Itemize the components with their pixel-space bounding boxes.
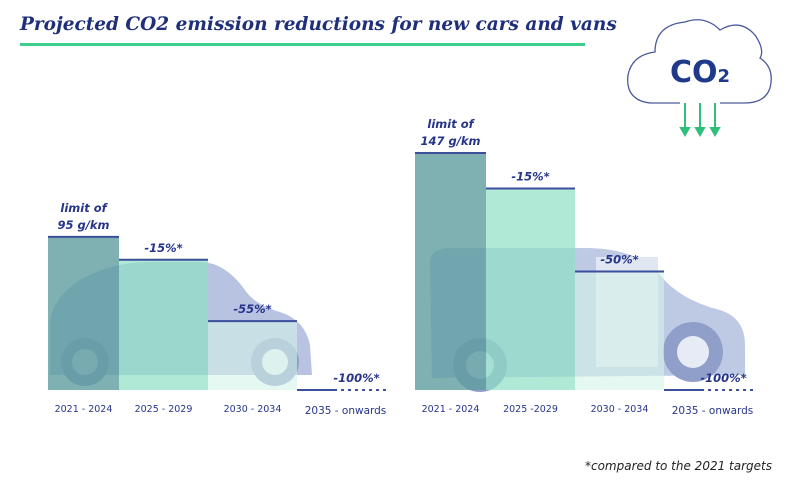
cars-bar-1 — [119, 259, 208, 390]
vans-category-label-3: 2035 - onwards — [672, 405, 754, 417]
cloud-text: CO — [670, 55, 718, 90]
cars-annotation-1: -15%* — [144, 241, 182, 255]
svg-text:CO2: CO2 — [670, 55, 730, 90]
cars-category-label-2: 2030 - 2034 — [224, 404, 282, 415]
cars-annotation-0: limit of — [60, 201, 108, 215]
cars-annotation-2: -55%* — [233, 302, 271, 316]
cars-category-label-0: 2021 - 2024 — [55, 404, 113, 415]
vans-category-label-2: 2030 - 2034 — [591, 404, 649, 415]
cloud-subscript: 2 — [718, 66, 731, 87]
cars-annotation-3: -100%* — [333, 371, 379, 385]
vans-annotation-3: -100%* — [700, 371, 746, 385]
down-arrows — [679, 103, 721, 138]
cars-bar-0 — [48, 236, 119, 390]
cars-bar-2 — [208, 321, 297, 390]
footnote: *compared to the 2021 targets — [584, 459, 772, 473]
vans-category-label-0: 2021 - 2024 — [422, 404, 480, 415]
cars-category-label-3: 2035 - onwards — [305, 405, 387, 417]
co2-cloud-icon: CO2 — [627, 19, 772, 138]
cars-category-label-1: 2025 - 2029 — [135, 404, 193, 415]
vans-annotation-2: -50%* — [600, 253, 638, 267]
vans-category-label-1: 2025 -2029 — [503, 404, 558, 415]
vans-annotation-1: -15%* — [511, 170, 549, 184]
cars-annotation-0: 95 g/km — [57, 218, 109, 232]
vans-bar-2 — [575, 271, 664, 390]
vans-bar-0 — [415, 153, 486, 390]
vans-annotation-0: limit of — [427, 117, 475, 131]
vans-bar-1 — [486, 188, 575, 390]
page-title: Projected CO2 emission reductions for ne… — [20, 14, 617, 35]
vans-annotation-0: 147 g/km — [420, 134, 480, 148]
title-underline — [20, 43, 585, 46]
